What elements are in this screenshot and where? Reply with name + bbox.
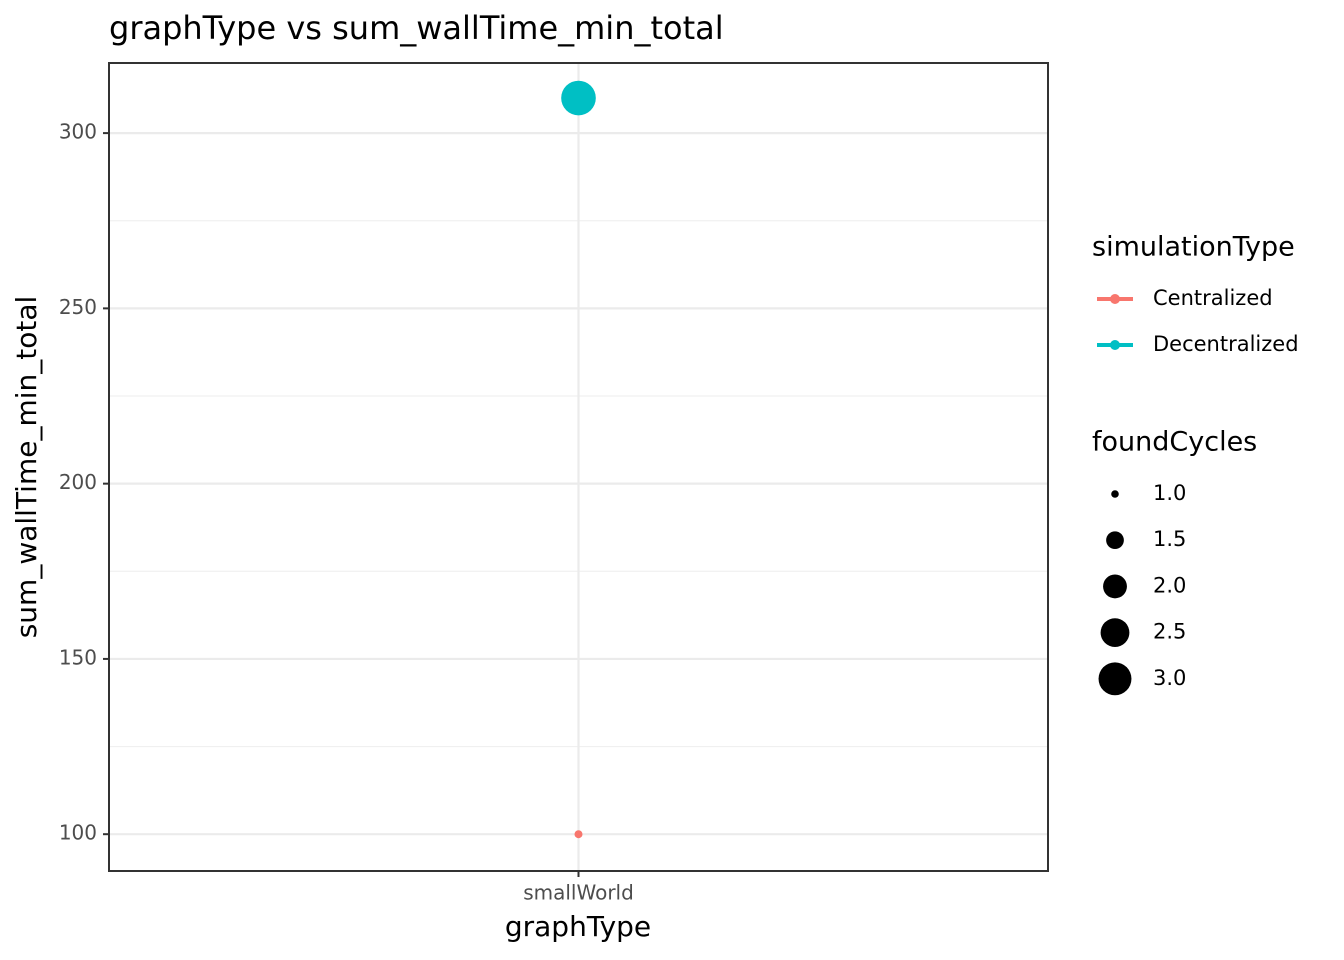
legend-size-key: [1111, 490, 1119, 498]
legend-size-key: [1103, 574, 1127, 599]
legend-label: 2.0: [1153, 573, 1186, 597]
panel-border: [108, 62, 1049, 872]
legend-key-point: [1110, 340, 1120, 350]
legend-title: foundCycles: [1092, 427, 1257, 458]
legend-title: simulationType: [1092, 232, 1295, 263]
point: [574, 830, 583, 839]
y-tick-label: 200: [59, 470, 97, 494]
point: [561, 80, 596, 116]
y-tick-label: 300: [59, 120, 97, 144]
y-tick-label: 250: [59, 295, 97, 319]
legend-label: Centralized: [1153, 286, 1273, 310]
legend-label: 1.0: [1153, 481, 1186, 505]
x-tick-label: smallWorld: [523, 881, 634, 905]
legend-label: 2.5: [1153, 620, 1186, 644]
legend-size-key: [1100, 618, 1130, 647]
y-axis-title: sum_wallTime_min_total: [10, 296, 43, 639]
legend-key-point: [1110, 294, 1120, 304]
legend-label: Decentralized: [1153, 332, 1299, 356]
legend-size-key: [1106, 531, 1124, 550]
legend-size-key: [1098, 662, 1132, 696]
y-tick-label: 150: [59, 645, 97, 669]
legend-label: 3.0: [1153, 666, 1186, 690]
y-tick-label: 100: [59, 821, 97, 845]
legend-label: 1.5: [1153, 527, 1186, 551]
chart-title: graphType vs sum_wallTime_min_total: [109, 9, 724, 47]
x-axis-title: graphType: [505, 910, 651, 943]
